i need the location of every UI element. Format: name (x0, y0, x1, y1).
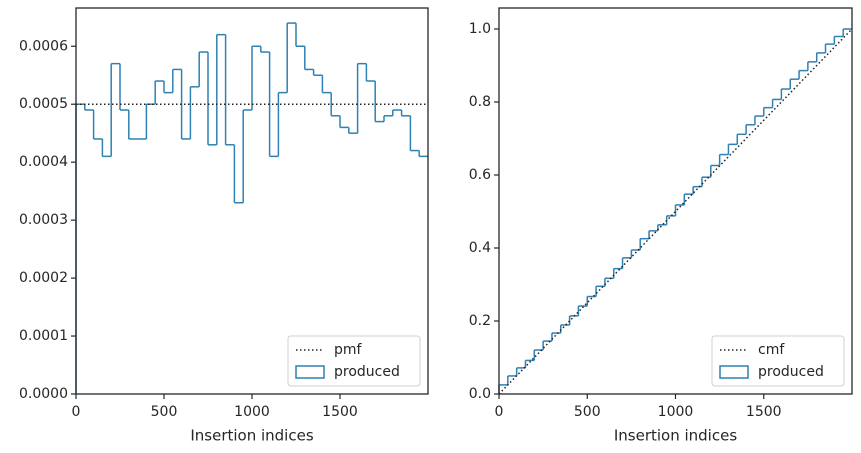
plot-area: 0.0000 0.0001 0.0002 0.0003 0.0004 0.0005 0.00… (19, 7, 429, 445)
plot-area: 0.0 0.2 0.4 0.6 0.8 1.0 0 500 1000 1500 Insertion … (469, 7, 853, 445)
x-axis-label: Insertion indices (190, 427, 313, 445)
legend: cmf produced (711, 335, 845, 387)
y-tick-label: 0.0003 (19, 212, 68, 228)
x-tick-label: 1000 (658, 404, 694, 420)
y-tick-label: 0.0 (469, 386, 491, 402)
x-tick-label: 0 (72, 404, 81, 420)
y-tick-label: 0.0005 (19, 96, 68, 112)
x-tick-label: 500 (151, 404, 178, 420)
x-axis-label: Insertion indices (614, 427, 737, 445)
y-tick-label: 0.8 (469, 94, 491, 110)
y-tick-label: 0.0004 (19, 154, 68, 170)
legend-swatch (295, 365, 325, 379)
y-tick-label: 0.6 (469, 167, 491, 183)
y-tick-label: 0.0001 (19, 328, 68, 344)
axes-frame (498, 7, 853, 395)
legend: pmf produced (287, 335, 421, 387)
legend-label: cmf (758, 342, 785, 358)
reference-line (498, 28, 853, 395)
y-tick-label: 0.0006 (19, 38, 68, 54)
x-tick-label: 0 (495, 404, 504, 420)
legend-label: pmf (334, 342, 363, 358)
axes-frame (75, 7, 429, 395)
y-tick-label: 0.4 (469, 240, 491, 256)
y-tick-label: 0.2 (469, 313, 491, 329)
x-tick-label: 1500 (746, 404, 782, 420)
x-tick-label: 1500 (322, 404, 358, 420)
y-tick-label: 0.0000 (19, 386, 68, 402)
legend-label: produced (758, 364, 824, 380)
x-tick-label: 500 (574, 404, 601, 420)
legend-label: produced (334, 364, 400, 380)
legend-swatch (719, 365, 749, 379)
y-tick-label: 1.0 (469, 21, 491, 37)
legend-box (711, 335, 845, 387)
y-tick-label: 0.0002 (19, 270, 68, 286)
x-tick-label: 1000 (234, 404, 270, 420)
legend-box (287, 335, 421, 387)
